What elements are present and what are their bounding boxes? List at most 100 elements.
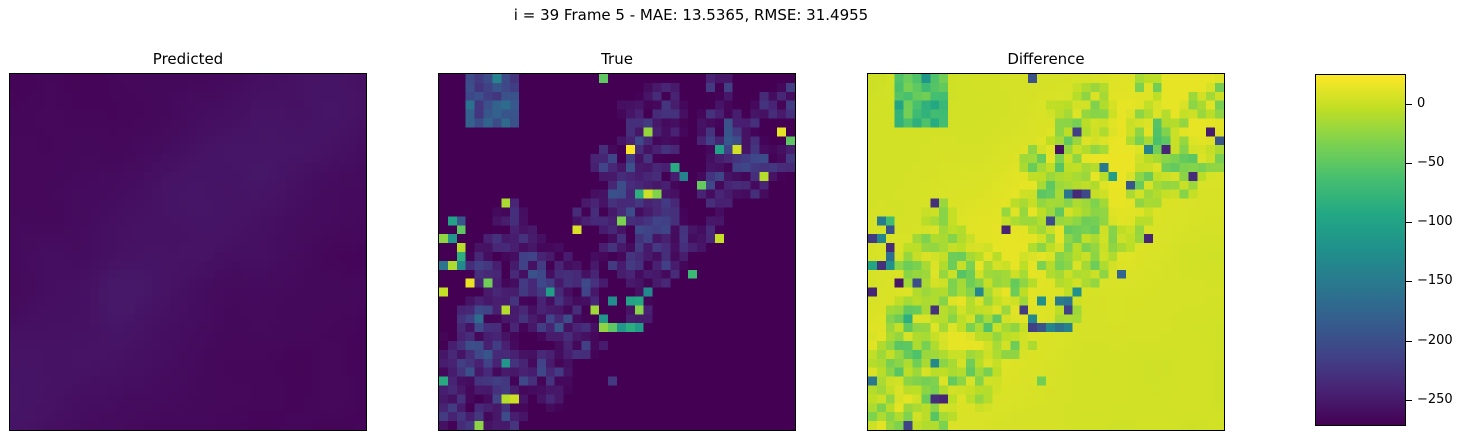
heatmap-cell (170, 74, 180, 84)
heatmap-cell (447, 74, 457, 84)
heatmap-cell (321, 216, 331, 226)
heatmap-cell (456, 82, 466, 92)
heatmap-cell (81, 412, 91, 422)
heatmap-cell (474, 207, 484, 217)
heatmap-cell (1161, 145, 1171, 155)
heatmap-cell (974, 252, 984, 262)
heatmap-cell (439, 100, 449, 110)
heatmap-cell (285, 252, 295, 262)
heatmap-cell (1028, 358, 1038, 368)
heatmap-cell (1001, 74, 1011, 84)
heatmap-cell (143, 296, 153, 306)
heatmap-cell (617, 216, 627, 226)
heatmap-cell (1037, 207, 1047, 217)
heatmap-cell (81, 349, 91, 359)
heatmap-cell (1152, 216, 1162, 226)
heatmap-cell (992, 349, 1002, 359)
heatmap-cell (196, 269, 206, 279)
heatmap-cell (528, 207, 538, 217)
heatmap-cell (1188, 91, 1198, 101)
heatmap-cell (1135, 234, 1145, 244)
heatmap-cell (1010, 180, 1020, 190)
heatmap-cell (1161, 349, 1171, 359)
heatmap-cell (1090, 136, 1100, 146)
heatmap-cell (250, 180, 260, 190)
heatmap-cell (992, 189, 1002, 199)
heatmap-cell (1054, 216, 1064, 226)
heatmap-cell (1001, 421, 1011, 430)
heatmap-cell (63, 91, 73, 101)
heatmap-cell (974, 82, 984, 92)
heatmap-cell (957, 234, 967, 244)
heatmap-cell (723, 163, 733, 173)
heatmap-cell (170, 216, 180, 226)
heatmap-cell (661, 278, 671, 288)
heatmap-cell (116, 100, 126, 110)
heatmap-cell (510, 216, 520, 226)
heatmap-cell (957, 198, 967, 208)
heatmap-cell (1019, 234, 1029, 244)
heatmap-cell (179, 127, 189, 137)
heatmap-cell (1054, 260, 1064, 270)
heatmap-cell (1019, 118, 1029, 128)
heatmap-cell (107, 376, 117, 386)
heatmap-cell (992, 260, 1002, 270)
heatmap-cell (152, 109, 162, 119)
heatmap-cell (196, 225, 206, 235)
heatmap-cell (894, 163, 904, 173)
heatmap-cell (1046, 421, 1056, 430)
heatmap-cell (214, 314, 224, 324)
heatmap-cell (241, 189, 251, 199)
heatmap-cell (554, 180, 564, 190)
heatmap-cell (357, 180, 366, 190)
heatmap-cell (974, 412, 984, 422)
heatmap-cell (617, 109, 627, 119)
heatmap-cell (63, 100, 73, 110)
heatmap-cell (868, 234, 878, 244)
heatmap-cell (965, 171, 975, 181)
heatmap-cell (759, 412, 769, 422)
heatmap-cell (563, 358, 573, 368)
heatmap-cell (170, 189, 180, 199)
heatmap-cell (1135, 127, 1145, 137)
heatmap-cell (903, 260, 913, 270)
heatmap-cell (277, 163, 287, 173)
heatmap-cell (1028, 82, 1038, 92)
heatmap-cell (930, 421, 940, 430)
heatmap-cell (652, 100, 662, 110)
heatmap-cell (1037, 278, 1047, 288)
heatmap-cell (241, 109, 251, 119)
heatmap-cell (741, 225, 751, 235)
heatmap-cell (99, 100, 109, 110)
heatmap-cell (312, 225, 322, 235)
heatmap-cell (974, 403, 984, 413)
heatmap-cell (1063, 118, 1073, 128)
heatmap-cell (625, 154, 635, 164)
heatmap-cell (625, 314, 635, 324)
heatmap-cell (652, 109, 662, 119)
heatmap-cell (741, 421, 751, 430)
heatmap-cell (10, 109, 20, 119)
heatmap-cell (348, 145, 358, 155)
heatmap-cell (1001, 349, 1011, 359)
heatmap-cell (1028, 349, 1038, 359)
heatmap-cell (161, 216, 171, 226)
heatmap-cell (786, 403, 795, 413)
heatmap-cell (786, 171, 795, 181)
heatmap-cell (54, 341, 64, 351)
heatmap-cell (179, 296, 189, 306)
heatmap-cell (1072, 216, 1082, 226)
heatmap-cell (205, 109, 215, 119)
heatmap-cell (1019, 341, 1029, 351)
heatmap-cell (456, 376, 466, 386)
heatmap-cell (447, 118, 457, 128)
heatmap-cell (581, 296, 591, 306)
heatmap-cell (1197, 358, 1207, 368)
heatmap-cell (483, 252, 493, 262)
heatmap-cell (903, 376, 913, 386)
heatmap-cell (706, 403, 716, 413)
heatmap-cell (259, 145, 269, 155)
heatmap-cell (170, 412, 180, 422)
heatmap-cell (1028, 332, 1038, 342)
heatmap-cell (625, 180, 635, 190)
